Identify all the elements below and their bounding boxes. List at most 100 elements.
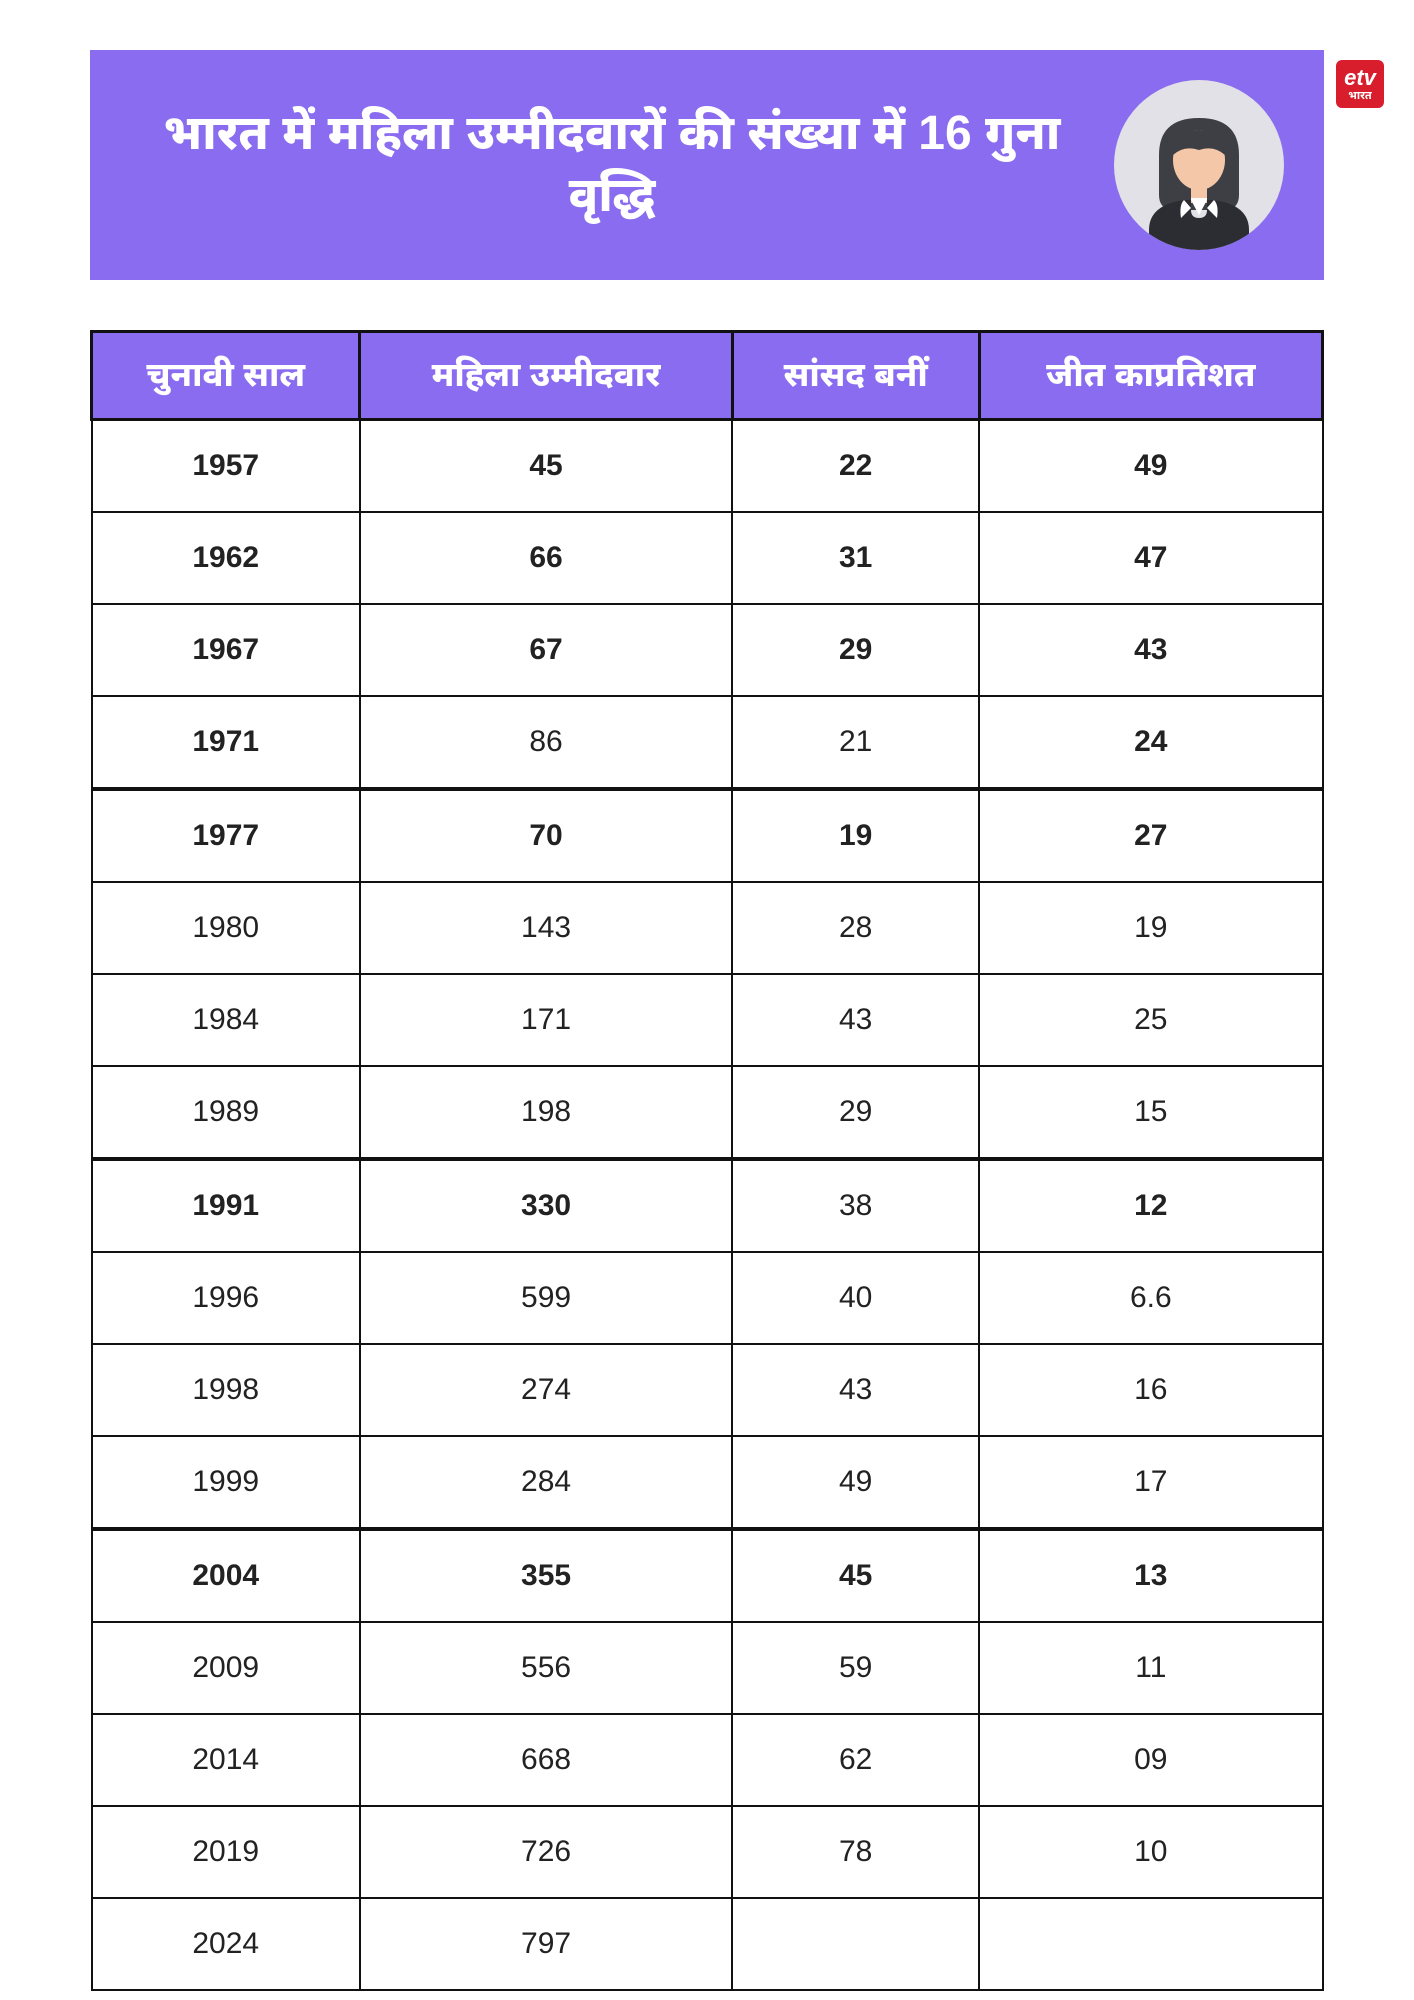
table-cell: 28 bbox=[732, 882, 979, 974]
table-cell: 1962 bbox=[92, 512, 360, 604]
table-cell: 143 bbox=[360, 882, 732, 974]
table-cell: 1957 bbox=[92, 419, 360, 512]
table-cell: 12 bbox=[979, 1159, 1322, 1252]
col-winpct: जीत काप्रतिशत bbox=[979, 332, 1322, 420]
table-body: 1957452249196266314719676729431971862124… bbox=[92, 419, 1323, 1990]
table-cell: 1977 bbox=[92, 789, 360, 882]
col-elected: सांसद बनीं bbox=[732, 332, 979, 420]
table-row: 20146686209 bbox=[92, 1714, 1323, 1806]
table-cell: 1996 bbox=[92, 1252, 360, 1344]
table-cell: 19 bbox=[979, 882, 1322, 974]
avatar bbox=[1114, 80, 1284, 250]
header-banner: भारत में महिला उम्मीदवारों की संख्या में… bbox=[90, 50, 1324, 280]
table-cell: 797 bbox=[360, 1898, 732, 1990]
table-row: 1957452249 bbox=[92, 419, 1323, 512]
table-cell bbox=[979, 1898, 1322, 1990]
table-cell: 13 bbox=[979, 1529, 1322, 1622]
data-table-container: चुनावी साल महिला उम्मीदवार सांसद बनीं जी… bbox=[90, 330, 1324, 1991]
table-cell: 198 bbox=[360, 1066, 732, 1159]
table-cell: 29 bbox=[732, 604, 979, 696]
table-row: 1962663147 bbox=[92, 512, 1323, 604]
table-cell: 1991 bbox=[92, 1159, 360, 1252]
table-cell: 1998 bbox=[92, 1344, 360, 1436]
table-cell: 599 bbox=[360, 1252, 732, 1344]
table-cell: 78 bbox=[732, 1806, 979, 1898]
table-cell: 86 bbox=[360, 696, 732, 789]
table-cell: 27 bbox=[979, 789, 1322, 882]
table-row: 19913303812 bbox=[92, 1159, 1323, 1252]
table-cell: 1999 bbox=[92, 1436, 360, 1529]
table-cell: 284 bbox=[360, 1436, 732, 1529]
logo-top-text: etv bbox=[1344, 67, 1376, 89]
table-row: 20197267810 bbox=[92, 1806, 1323, 1898]
table-row: 20095565911 bbox=[92, 1622, 1323, 1714]
table-cell: 43 bbox=[732, 974, 979, 1066]
table-row: 19982744316 bbox=[92, 1344, 1323, 1436]
table-cell: 16 bbox=[979, 1344, 1322, 1436]
table-cell: 15 bbox=[979, 1066, 1322, 1159]
table-cell: 40 bbox=[732, 1252, 979, 1344]
table-cell: 556 bbox=[360, 1622, 732, 1714]
logo-bottom-text: भारत bbox=[1348, 91, 1372, 102]
table-row: 19801432819 bbox=[92, 882, 1323, 974]
table-row: 20043554513 bbox=[92, 1529, 1323, 1622]
table-cell: 1971 bbox=[92, 696, 360, 789]
col-year: चुनावी साल bbox=[92, 332, 360, 420]
table-cell: 274 bbox=[360, 1344, 732, 1436]
table-cell: 355 bbox=[360, 1529, 732, 1622]
table-cell: 29 bbox=[732, 1066, 979, 1159]
table-row: 1996599406.6 bbox=[92, 1252, 1323, 1344]
table-cell: 1984 bbox=[92, 974, 360, 1066]
table-cell: 10 bbox=[979, 1806, 1322, 1898]
table-cell: 43 bbox=[979, 604, 1322, 696]
table-cell: 22 bbox=[732, 419, 979, 512]
table-cell: 38 bbox=[732, 1159, 979, 1252]
table-cell: 6.6 bbox=[979, 1252, 1322, 1344]
table-cell: 59 bbox=[732, 1622, 979, 1714]
table-cell: 2024 bbox=[92, 1898, 360, 1990]
table-row: 1971862124 bbox=[92, 696, 1323, 789]
table-cell: 21 bbox=[732, 696, 979, 789]
table-cell: 1967 bbox=[92, 604, 360, 696]
table-cell: 25 bbox=[979, 974, 1322, 1066]
table-cell: 31 bbox=[732, 512, 979, 604]
woman-avatar-icon bbox=[1129, 100, 1269, 250]
table-cell: 726 bbox=[360, 1806, 732, 1898]
table-cell: 66 bbox=[360, 512, 732, 604]
table-cell: 70 bbox=[360, 789, 732, 882]
table-cell: 2004 bbox=[92, 1529, 360, 1622]
table-cell: 19 bbox=[732, 789, 979, 882]
table-row: 1977701927 bbox=[92, 789, 1323, 882]
table-row: 19841714325 bbox=[92, 974, 1323, 1066]
table-cell: 1980 bbox=[92, 882, 360, 974]
brand-logo: etv भारत bbox=[1336, 60, 1384, 108]
col-candidates: महिला उम्मीदवार bbox=[360, 332, 732, 420]
table-cell: 47 bbox=[979, 512, 1322, 604]
table-cell: 24 bbox=[979, 696, 1322, 789]
table-cell: 17 bbox=[979, 1436, 1322, 1529]
table-cell: 1989 bbox=[92, 1066, 360, 1159]
table-cell: 171 bbox=[360, 974, 732, 1066]
table-cell: 62 bbox=[732, 1714, 979, 1806]
table-cell: 09 bbox=[979, 1714, 1322, 1806]
table-cell: 49 bbox=[732, 1436, 979, 1529]
table-cell: 67 bbox=[360, 604, 732, 696]
table-cell: 668 bbox=[360, 1714, 732, 1806]
table-header-row: चुनावी साल महिला उम्मीदवार सांसद बनीं जी… bbox=[92, 332, 1323, 420]
page-title: भारत में महिला उम्मीदवारों की संख्या में… bbox=[130, 103, 1114, 228]
table-row: 1967672943 bbox=[92, 604, 1323, 696]
table-row: 19891982915 bbox=[92, 1066, 1323, 1159]
table-cell: 330 bbox=[360, 1159, 732, 1252]
table-cell: 49 bbox=[979, 419, 1322, 512]
table-cell: 43 bbox=[732, 1344, 979, 1436]
table-row: 2024797 bbox=[92, 1898, 1323, 1990]
table-row: 19992844917 bbox=[92, 1436, 1323, 1529]
data-table: चुनावी साल महिला उम्मीदवार सांसद बनीं जी… bbox=[90, 330, 1324, 1991]
table-cell: 45 bbox=[732, 1529, 979, 1622]
table-cell: 2019 bbox=[92, 1806, 360, 1898]
table-cell: 2009 bbox=[92, 1622, 360, 1714]
table-cell: 45 bbox=[360, 419, 732, 512]
table-cell: 11 bbox=[979, 1622, 1322, 1714]
table-cell bbox=[732, 1898, 979, 1990]
table-cell: 2014 bbox=[92, 1714, 360, 1806]
